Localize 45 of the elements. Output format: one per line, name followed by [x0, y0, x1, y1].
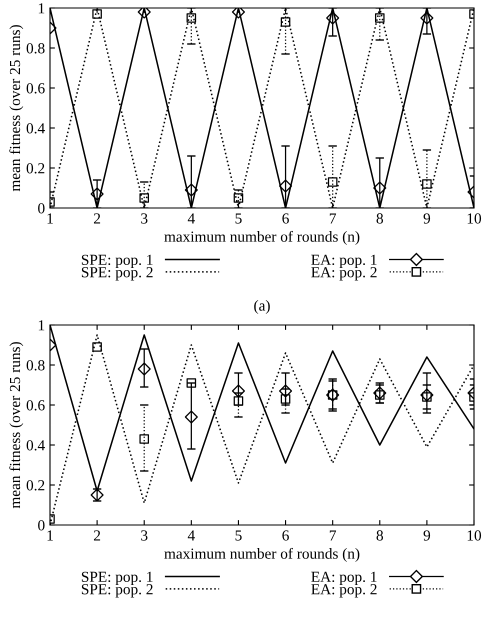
y-tick-label: 0.2	[26, 480, 44, 491]
legend-label: EA: pop. 2	[311, 584, 377, 598]
y-tick-label: 0.6	[26, 83, 45, 94]
y-tick-label: 0	[38, 203, 45, 214]
legend-label: EA: pop. 2	[311, 267, 377, 280]
y-tick-label: 0.8	[26, 360, 45, 371]
x-tick-label: 9	[424, 530, 430, 541]
x-tick-label: 1	[48, 530, 53, 540]
legend-label: SPE: pop. 2	[82, 267, 153, 280]
x-tick-label: 3	[141, 213, 148, 224]
y-tick-label: 1	[38, 320, 44, 330]
text: (a)	[254, 300, 270, 314]
y-axis-title: mean fitness (over 25 runs)	[9, 342, 24, 508]
x-tick-label: 1	[48, 213, 53, 224]
x-tick-label: 4	[188, 213, 195, 224]
x-tick-label: 8	[376, 530, 384, 541]
y-tick-label: 1	[38, 3, 44, 14]
x-tick-label: 9	[424, 213, 430, 224]
y-tick-label: 0.6	[26, 400, 45, 411]
x-tick-label: 3	[141, 530, 148, 541]
x-tick-label: 5	[236, 213, 242, 224]
y-axis-title: mean fitness (over 25 runs)	[9, 25, 24, 192]
y-tick-label: 0.8	[26, 43, 45, 54]
x-tick-label: 6	[282, 530, 289, 541]
x-tick-label: 6	[282, 213, 289, 224]
x-tick-label: 4	[188, 530, 195, 540]
x-tick-label: 2	[94, 530, 100, 540]
legend-label: SPE: pop. 2	[82, 584, 153, 598]
x-tick-label: 10	[468, 213, 482, 224]
x-tick-label: 10	[468, 530, 482, 541]
legend-label: EA: pop. 1	[311, 572, 377, 586]
y-tick-label: 0.4	[26, 440, 45, 451]
legend-label: SPE: pop. 1	[82, 572, 153, 586]
x-tick-label: 8	[376, 213, 384, 224]
y-tick-label: 0	[38, 520, 45, 530]
x-axis-title: maximum number of rounds (n)	[164, 548, 360, 562]
legend-label: SPE: pop. 1	[82, 254, 153, 268]
y-tick-label: 0.2	[26, 163, 44, 174]
x-tick-label: 5	[236, 530, 242, 541]
y-tick-label: 0.4	[26, 123, 45, 134]
legend-label: EA: pop. 1	[311, 254, 377, 268]
x-tick-label: 2	[94, 213, 100, 224]
x-tick-label: 7	[330, 213, 336, 224]
x-axis-title: maximum number of rounds (n)	[164, 230, 360, 245]
x-tick-label: 7	[330, 530, 336, 540]
